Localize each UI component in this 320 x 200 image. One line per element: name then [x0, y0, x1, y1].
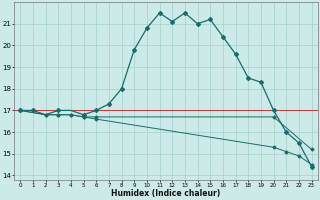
- X-axis label: Humidex (Indice chaleur): Humidex (Indice chaleur): [111, 189, 220, 198]
